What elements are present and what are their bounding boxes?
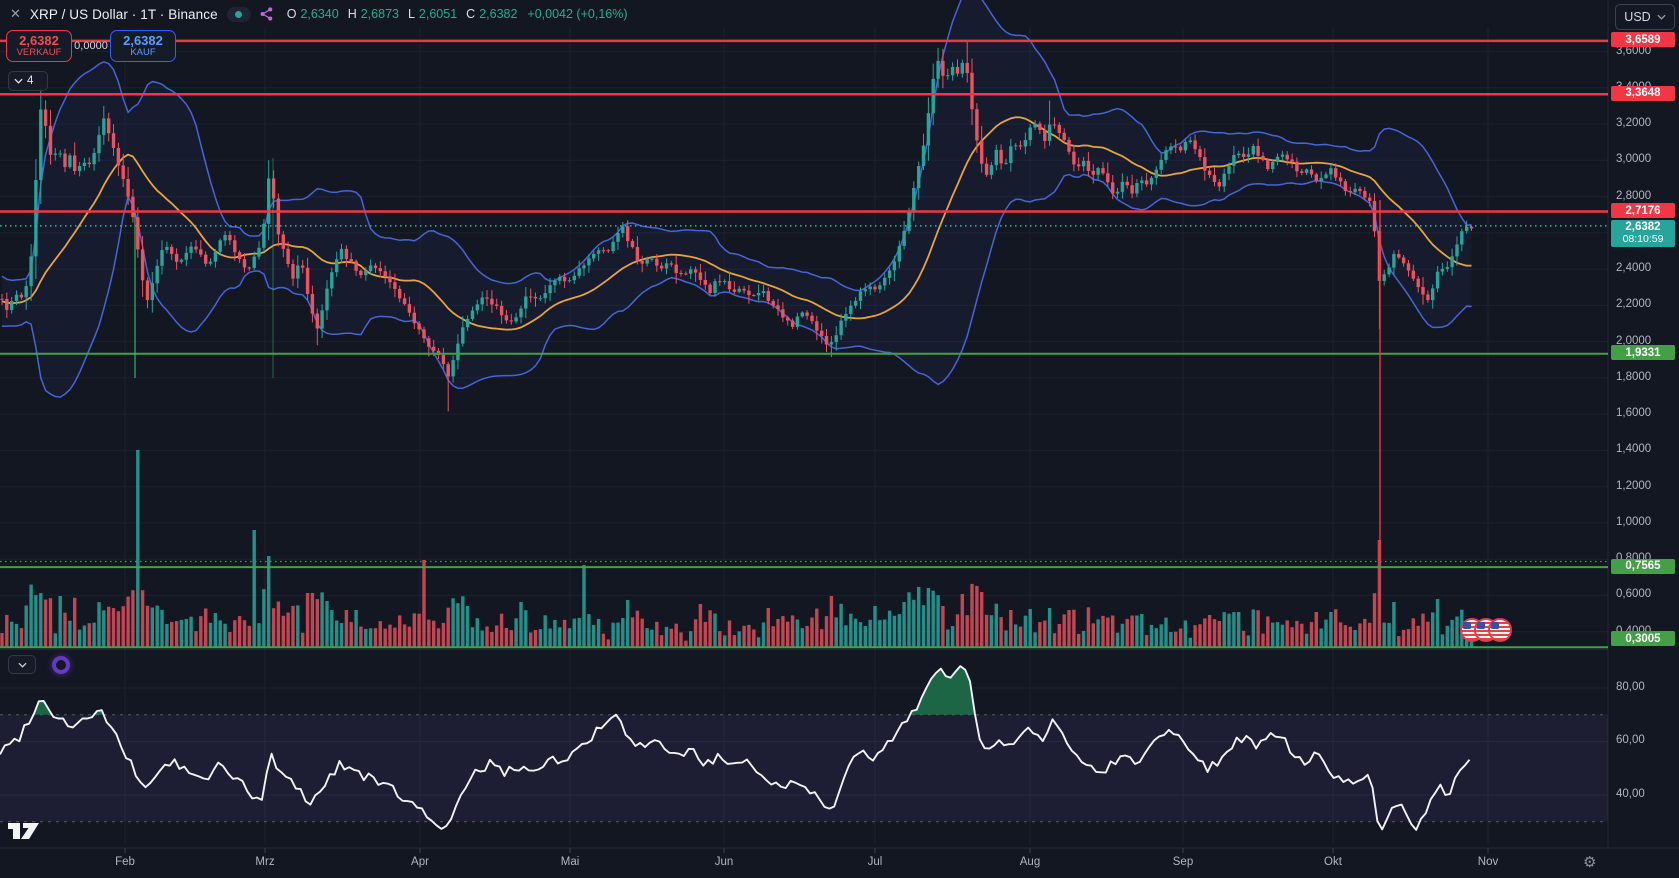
sell-label: VERKAUF [16, 46, 62, 58]
currency-selector-button[interactable]: USD [1615, 4, 1675, 30]
rsi-layer [0, 665, 1471, 831]
tradingview-logo[interactable] [7, 820, 41, 847]
economic-event-flags[interactable] [1460, 618, 1512, 642]
bollinger-layer [1, 0, 1472, 398]
high-value: 2,6873 [360, 7, 399, 21]
market-open-dot-icon [235, 10, 243, 18]
market-status-pill[interactable] [226, 6, 251, 22]
rsi-pane-collapse-button[interactable] [8, 655, 36, 674]
price-levels-layer[interactable] [0, 39, 1608, 649]
buy-button[interactable]: 2,6382 KAUF [110, 30, 176, 62]
chevron-down-icon [1657, 14, 1666, 20]
change-value: +0,0042 (+0,16%) [527, 7, 628, 21]
candles-layer [0, 41, 1474, 412]
currency-label: USD [1624, 10, 1651, 24]
sell-button[interactable]: 2,6382 VERKAUF [6, 30, 72, 62]
sell-price: 2,6382 [19, 32, 59, 48]
us-flag-event-icon [1488, 618, 1512, 642]
indicator-loading-spinner-icon [52, 656, 70, 674]
symbol-title[interactable]: XRP / US Dollar · 1T · Binance [29, 6, 218, 22]
ohlc-readout: O 2,6340 H 2,6873 L 2,6051 C 2,6382 +0,0042 … [282, 7, 628, 21]
low-value: 2,6051 [418, 7, 458, 21]
indicators-collapse-button[interactable]: 4 [8, 71, 48, 91]
rsi-band-layer [0, 714, 1608, 823]
close-label: C [466, 7, 476, 21]
volume-layer [0, 450, 1474, 648]
close-value: 2,6382 [479, 7, 518, 21]
chevron-down-icon [17, 662, 27, 668]
open-label: O [286, 7, 297, 21]
buy-label: KAUF [130, 46, 156, 58]
low-label: L [407, 7, 415, 21]
separators-layer [0, 0, 1679, 853]
spread-value: 0,0000 [74, 40, 108, 52]
high-label: H [347, 7, 357, 21]
trade-panel: 2,6382 VERKAUF 0,0000 2,6382 KAUF [0, 30, 176, 62]
share-icon[interactable] [260, 7, 273, 21]
timezone-settings-gear-icon[interactable]: ⚙ [1583, 854, 1597, 871]
open-value: 2,6340 [300, 7, 339, 21]
chart-header: ✕ XRP / US Dollar · 1T · Binance O 2,6340… [0, 0, 628, 28]
buy-price: 2,6382 [123, 32, 163, 48]
close-icon[interactable]: ✕ [10, 6, 21, 21]
chevron-down-icon [14, 78, 23, 84]
indicators-count: 4 [27, 75, 34, 87]
